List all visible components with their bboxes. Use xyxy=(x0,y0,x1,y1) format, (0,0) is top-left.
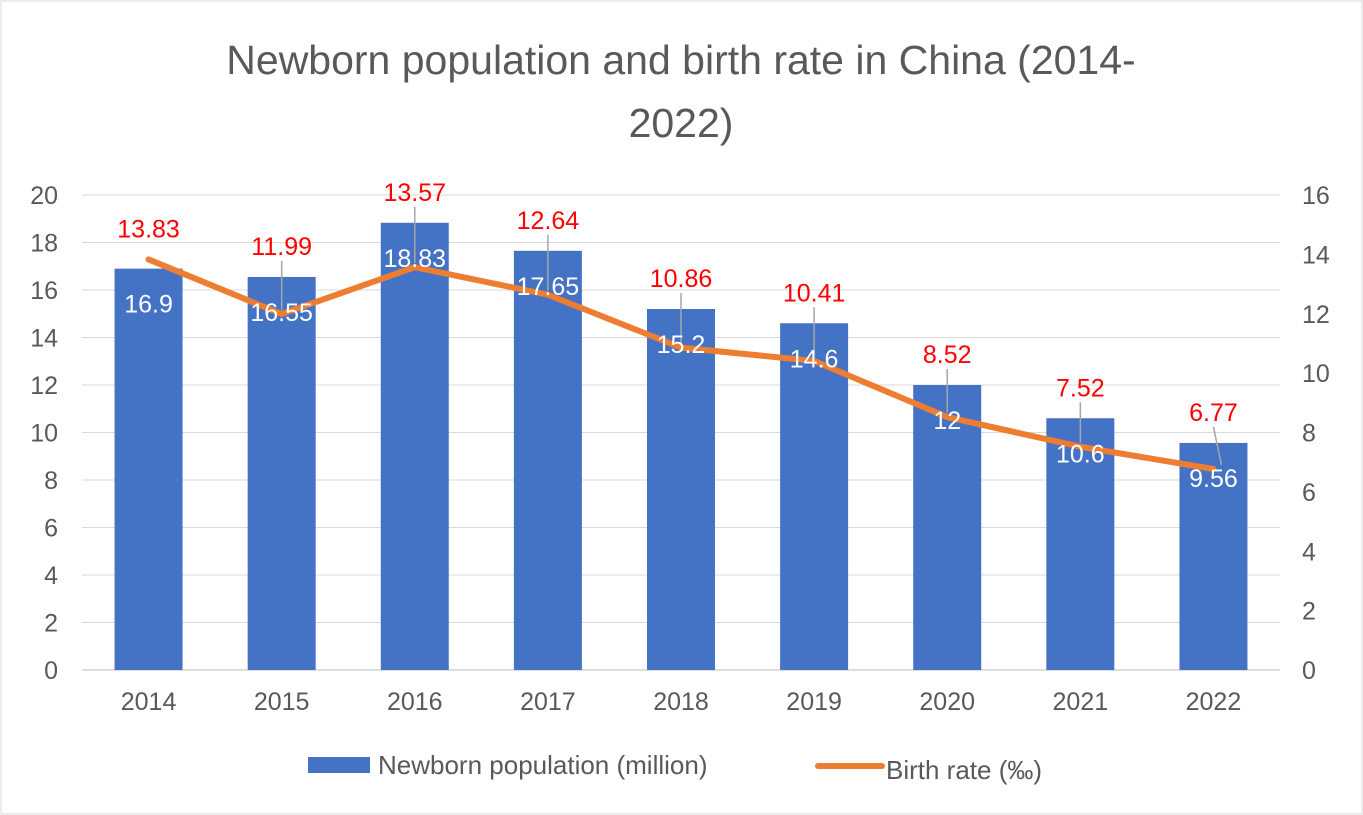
x-axis-tick-label: 2018 xyxy=(653,688,709,716)
legend-label-birth-rate: Birth rate (‰) xyxy=(886,755,1042,785)
chart-title-line-2: 2022) xyxy=(629,100,734,146)
left-axis-tick-label: 0 xyxy=(44,657,58,685)
line-data-label: 13.57 xyxy=(383,179,446,207)
bar-series xyxy=(114,222,1248,670)
left-y-axis: 0 2 4 6 8 10 12 14 16 18 20 xyxy=(30,182,58,685)
legend: Newborn population (million) Birth rate … xyxy=(308,750,1042,785)
left-axis-tick-label: 16 xyxy=(30,277,58,305)
right-axis-tick-label: 14 xyxy=(1302,241,1330,269)
line-series xyxy=(145,256,1217,473)
left-axis-tick-label: 18 xyxy=(30,230,58,258)
leader-line xyxy=(1212,426,1223,466)
x-axis-tick-label: 2019 xyxy=(786,688,842,716)
legend-swatch-newborn-population xyxy=(308,757,370,773)
right-axis-tick-label: 4 xyxy=(1302,538,1316,566)
bar-data-labels: 16.9 16.55 18.83 17.65 15.2 14.6 12 10.6 9.56 xyxy=(124,245,1238,493)
line-data-labels: 13.83 11.99 13.57 12.64 10.86 10.41 8.52 7.52 6.… xyxy=(117,179,1238,427)
left-axis-tick-label: 14 xyxy=(30,325,58,353)
bar-2021 xyxy=(1046,418,1115,670)
right-axis-tick-label: 10 xyxy=(1302,360,1330,388)
legend-label-newborn-population: Newborn population (million) xyxy=(378,750,708,780)
bar-data-label: 17.65 xyxy=(517,273,580,301)
x-axis-tick-label: 2016 xyxy=(387,688,443,716)
x-axis-tick-label: 2014 xyxy=(121,688,177,716)
bar-data-label: 15.2 xyxy=(657,331,706,359)
right-axis-tick-label: 12 xyxy=(1302,301,1330,329)
bar-2015 xyxy=(247,276,316,670)
bar-data-label: 16.55 xyxy=(250,299,313,327)
right-axis-tick-label: 0 xyxy=(1302,657,1316,685)
right-axis-tick-label: 16 xyxy=(1302,182,1330,210)
label-leader-lines xyxy=(280,206,1223,466)
line-data-label: 10.86 xyxy=(650,265,713,293)
bar-2014 xyxy=(114,268,183,670)
bar-2019 xyxy=(780,323,849,670)
birth-rate-line xyxy=(145,256,1217,473)
x-axis-tick-label: 2015 xyxy=(254,688,310,716)
right-y-axis: 0 2 4 6 8 10 12 14 16 xyxy=(1302,182,1330,685)
bar-2022 xyxy=(1179,442,1248,670)
line-data-label: 10.41 xyxy=(783,279,846,307)
x-axis-tick-label: 2022 xyxy=(1186,688,1242,716)
line-data-label: 13.83 xyxy=(117,215,180,243)
x-axis-tick-label: 2020 xyxy=(919,688,975,716)
x-axis-tick-label: 2017 xyxy=(520,688,576,716)
bar-2016 xyxy=(380,222,449,670)
left-axis-tick-label: 4 xyxy=(44,562,58,590)
line-data-label: 11.99 xyxy=(251,233,312,261)
line-data-label: 6.77 xyxy=(1189,399,1238,427)
bar-data-label: 18.83 xyxy=(383,245,446,273)
line-data-label: 12.64 xyxy=(517,207,580,235)
left-axis-tick-label: 20 xyxy=(30,182,58,210)
left-axis-tick-label: 2 xyxy=(44,610,58,638)
right-axis-tick-label: 6 xyxy=(1302,479,1316,507)
bar-data-label: 14.6 xyxy=(790,345,839,373)
right-axis-tick-label: 8 xyxy=(1302,420,1316,448)
left-axis-tick-label: 6 xyxy=(44,515,58,543)
bar-data-label: 10.6 xyxy=(1056,440,1105,468)
line-data-label: 7.52 xyxy=(1056,374,1105,402)
bar-2020 xyxy=(913,385,982,670)
left-axis-tick-label: 12 xyxy=(30,372,58,400)
left-axis-tick-label: 10 xyxy=(30,420,58,448)
x-axis: 2014 2015 2016 2017 2018 2019 2020 2021 2022 xyxy=(121,688,1242,716)
bar-2017 xyxy=(513,250,582,670)
bar-data-label: 12 xyxy=(933,407,961,435)
bar-data-label: 9.56 xyxy=(1189,465,1238,493)
bar-2018 xyxy=(647,309,715,670)
x-axis-tick-label: 2021 xyxy=(1053,688,1109,716)
chart-title-line-1: Newborn population and birth rate in Chi… xyxy=(226,37,1135,83)
bar-data-label: 16.9 xyxy=(124,291,173,319)
right-axis-tick-label: 2 xyxy=(1302,598,1316,626)
line-data-label: 8.52 xyxy=(923,341,972,369)
left-axis-tick-label: 8 xyxy=(44,467,58,495)
